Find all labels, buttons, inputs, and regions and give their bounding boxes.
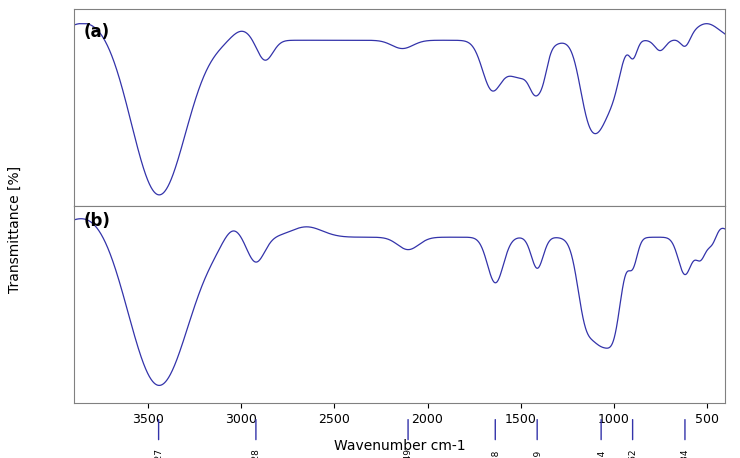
Text: 2135.82: 2135.82 [397,241,407,278]
Text: 1635.78: 1635.78 [491,448,500,458]
Text: 1066.84: 1066.84 [596,448,605,458]
Text: 1379.00: 1379.00 [539,241,548,279]
Text: (a): (a) [84,23,110,41]
Text: 1077.36: 1077.36 [595,241,604,279]
Text: 616.34: 616.34 [681,448,690,458]
Text: 3444.22: 3444.22 [155,241,164,278]
Text: 1658.47: 1658.47 [487,241,496,279]
Text: 897.62: 897.62 [628,448,637,458]
Text: 2922.28: 2922.28 [252,448,260,458]
Text: 1410.59: 1410.59 [533,448,542,458]
Text: 3445.27: 3445.27 [154,448,163,458]
Text: 1422.99: 1422.99 [531,241,539,278]
Text: 895.27: 895.27 [628,241,638,273]
Text: Transmittance [%]: Transmittance [%] [8,165,21,293]
Text: 2104.49: 2104.49 [403,448,413,458]
Text: 613.72: 613.72 [681,241,690,273]
Text: 2874.78: 2874.78 [260,241,269,278]
Text: (b): (b) [84,212,111,230]
Text: Wavenumber cm-1: Wavenumber cm-1 [334,439,465,453]
